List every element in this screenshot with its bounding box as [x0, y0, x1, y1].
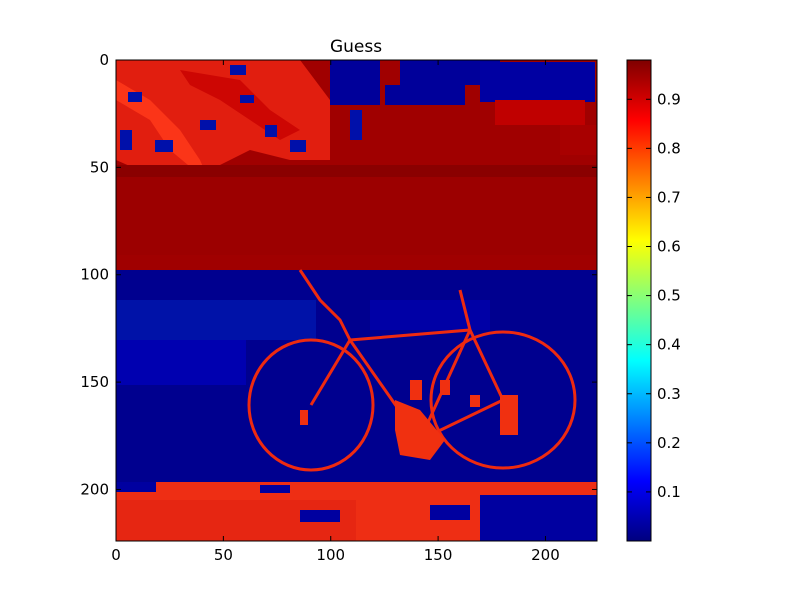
- red-speckle: [500, 395, 518, 435]
- red-speckle: [470, 395, 480, 407]
- y-tick-label: 100: [80, 266, 109, 284]
- chart-title: Guess: [330, 37, 382, 57]
- x-axis: 0 50 100 150 200: [111, 60, 560, 564]
- x-tick-label: 100: [316, 546, 345, 564]
- x-tick-label: 150: [424, 546, 453, 564]
- bicycle-frame: [309, 328, 505, 442]
- blue-speckle: [128, 92, 142, 102]
- blue-patch: [385, 85, 465, 105]
- plot-frame: [115, 59, 598, 542]
- middle-band-region: [116, 165, 597, 270]
- lower-blue-patch: [116, 300, 316, 340]
- blue-speckle: [290, 140, 306, 152]
- colorbar-ticks: 0.1 0.2 0.3 0.4 0.5 0.6 0.7 0.8 0.9: [627, 90, 681, 501]
- blue-speckle: [155, 140, 173, 152]
- blue-patch: [480, 62, 595, 102]
- blue-patch: [480, 495, 597, 541]
- colorbar-tick-label: 0.1: [657, 483, 681, 501]
- colorbar-tick-label: 0.3: [657, 385, 681, 403]
- blue-patch: [300, 510, 340, 522]
- blue-speckle: [240, 95, 254, 103]
- lower-blue-patch: [370, 300, 490, 330]
- colorbar-tick-label: 0.5: [657, 287, 681, 305]
- bicycle-detail: [300, 380, 518, 460]
- y-tick-label: 0: [99, 51, 109, 69]
- blue-speckle: [265, 125, 277, 137]
- blue-patch: [430, 505, 470, 520]
- blue-patch: [330, 60, 380, 105]
- x-tick-label: 0: [111, 546, 121, 564]
- colorbar-tick-label: 0.8: [657, 139, 681, 157]
- colorbar-tick-label: 0.7: [657, 188, 681, 206]
- y-tick-label: 50: [90, 158, 109, 176]
- middle-band-shade: [116, 165, 597, 177]
- y-axis: 0 50 100 150 200: [80, 51, 597, 498]
- red-speckle: [410, 380, 422, 400]
- heatmap-image: [116, 60, 597, 541]
- blue-patch: [116, 482, 156, 492]
- colorbar: [626, 59, 652, 542]
- y-tick-label: 200: [80, 480, 109, 498]
- bicycle-handlebar: [298, 269, 352, 341]
- colorbar-tick-label: 0.4: [657, 336, 681, 354]
- bicycle-seat-post: [458, 289, 472, 331]
- middle-band-shade: [116, 255, 597, 270]
- red-speckle: [300, 410, 308, 425]
- colorbar-tick-label: 0.2: [657, 434, 681, 452]
- foliage-detail: [180, 70, 300, 140]
- blue-speckle: [230, 65, 246, 75]
- x-tick-label: 200: [531, 546, 560, 564]
- x-tick-label: 50: [214, 546, 233, 564]
- colorbar-tick-label: 0.6: [657, 238, 681, 256]
- crank-region: [395, 400, 445, 460]
- blue-speckle: [350, 110, 362, 140]
- red-speckle: [440, 380, 450, 395]
- red-patch: [495, 100, 585, 125]
- blue-speckle: [200, 120, 216, 130]
- foliage-region: [116, 60, 330, 195]
- blue-speckle: [120, 130, 132, 150]
- rear-wheel: [429, 330, 577, 470]
- front-wheel: [247, 338, 375, 472]
- red-patch: [560, 125, 597, 155]
- lower-blue-patch: [116, 340, 246, 385]
- y-tick-label: 150: [80, 373, 109, 391]
- colorbar-tick-label: 0.9: [657, 90, 681, 108]
- blue-patch: [260, 485, 290, 493]
